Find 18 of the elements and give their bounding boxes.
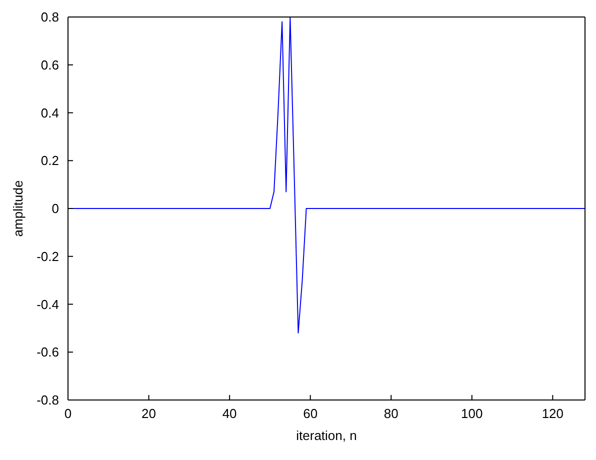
x-axis-title: iteration, n xyxy=(296,428,357,443)
y-axis-title: amplitude xyxy=(10,180,26,237)
x-tick-label: 80 xyxy=(384,406,398,422)
x-tick-label: 20 xyxy=(142,406,156,422)
y-tick-label: 0.2 xyxy=(40,153,59,168)
y-tick-label: 0.4 xyxy=(40,105,59,120)
x-tick-label: 120 xyxy=(542,406,564,422)
x-tick-label: 0 xyxy=(64,406,72,422)
y-tick-label: -0.2 xyxy=(36,248,59,264)
x-tick-label: 40 xyxy=(222,406,237,422)
x-tick-label: 60 xyxy=(303,406,318,422)
y-tick-label: 0.8 xyxy=(40,10,59,25)
y-tick-label: -0.4 xyxy=(36,296,59,312)
y-tick-label: 0.6 xyxy=(40,57,59,72)
x-tick-label: 100 xyxy=(461,406,483,422)
y-tick-label: -0.6 xyxy=(36,344,59,360)
y-tick-label: 0 xyxy=(52,201,59,216)
y-tick-label: -0.8 xyxy=(36,392,59,408)
